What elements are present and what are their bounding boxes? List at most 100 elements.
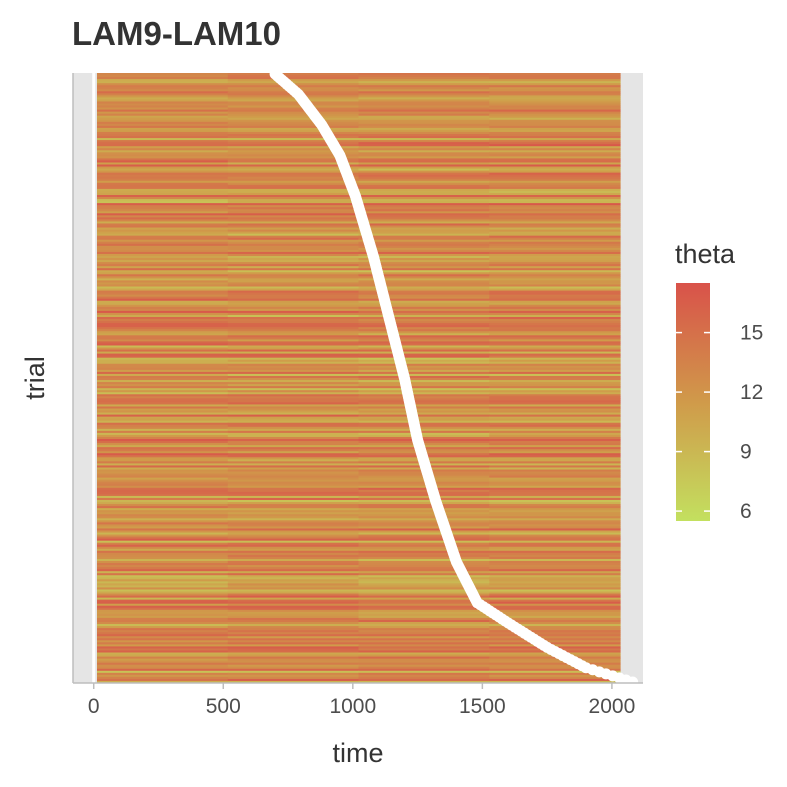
heatmap-tile (358, 664, 490, 668)
heatmap-tile (227, 382, 360, 385)
heatmap-tile (489, 103, 621, 106)
heatmap-tile (97, 504, 229, 507)
heatmap-tile (97, 180, 229, 184)
heatmap-tile (358, 504, 490, 507)
heatmap-tile (227, 131, 360, 135)
heatmap-tiles (97, 73, 621, 683)
heatmap-tile (358, 347, 490, 350)
heatmap-tile (227, 331, 360, 334)
heatmap-tile (227, 256, 360, 259)
heatmap-tile (489, 333, 621, 336)
heatmap-tile (227, 345, 360, 348)
heatmap-tile (358, 77, 490, 80)
heatmap-tile (227, 333, 360, 336)
heatmap-tile (489, 536, 621, 540)
heatmap-tile (489, 201, 621, 204)
heatmap-tile (489, 430, 621, 434)
heatmap-tile (227, 127, 360, 131)
heatmap-tile (227, 201, 360, 204)
heatmap-tile (489, 532, 621, 535)
heatmap-tile (97, 428, 229, 432)
heatmap-tile (227, 504, 360, 507)
heatmap-tile (97, 284, 229, 287)
heatmap-tile (489, 89, 621, 92)
heatmap-tile (358, 550, 490, 554)
heatmap-tile (358, 327, 490, 330)
heatmap-tile (97, 280, 229, 283)
heatmap-tile (227, 251, 360, 255)
heatmap-tile (489, 304, 621, 308)
heatmap-tile (227, 619, 360, 623)
x-tick-label: 2000 (589, 695, 636, 718)
heatmap-tile (358, 394, 490, 397)
heatmap-tile (97, 581, 229, 584)
heatmap-tile (358, 251, 490, 255)
heatmap-tile (227, 414, 360, 418)
heatmap-tile (358, 648, 490, 651)
heatmap-tile (489, 260, 621, 263)
heatmap-tile (489, 105, 621, 108)
heatmap-tile (227, 465, 360, 468)
heatmap-tile (97, 660, 229, 664)
colorbar-ticks: 6 9 12 15 (676, 322, 763, 523)
heatmap-tile (97, 502, 229, 505)
heatmap-tile (227, 312, 360, 316)
heatmap-tile (489, 264, 621, 267)
heatmap-tile (358, 497, 490, 501)
heatmap-tile (227, 396, 360, 399)
heatmap-tile (358, 638, 490, 641)
heatmap-tile (97, 314, 229, 318)
heatmap-tile (227, 457, 360, 460)
heatmap-tile (358, 396, 490, 399)
heatmap-tile (489, 378, 621, 381)
heatmap-tile (489, 558, 621, 562)
heatmap-tile (227, 349, 360, 352)
heatmap-tile (97, 105, 229, 108)
heatmap-tile (97, 552, 229, 556)
y-axis-title: trial (20, 356, 50, 400)
heatmap-tile (358, 365, 490, 369)
heatmap-tile (489, 563, 621, 566)
heatmap-tile (489, 538, 621, 542)
heatmap-tile (97, 188, 229, 192)
heatmap-tile (227, 296, 360, 300)
heatmap-tile (97, 563, 229, 566)
heatmap-tile (227, 607, 360, 611)
heatmap-tile (227, 654, 360, 657)
heatmap-tile (489, 605, 621, 609)
heatmap-tile (227, 337, 360, 340)
heatmap-tile (227, 680, 360, 683)
heatmap-tile (97, 243, 229, 247)
heatmap-tile (227, 245, 360, 249)
heatmap-tile (489, 636, 621, 639)
heatmap-tile (358, 491, 490, 495)
heatmap-tile (489, 77, 621, 80)
heatmap-tile (97, 607, 229, 611)
heatmap-tile (97, 253, 229, 257)
heatmap-tile (227, 237, 360, 241)
heatmap-tile (227, 640, 360, 643)
heatmap-tile (227, 229, 360, 232)
heatmap-tile (489, 613, 621, 617)
heatmap-tile (489, 292, 621, 296)
heatmap-tile (97, 121, 229, 125)
heatmap-tile (97, 406, 229, 409)
heatmap-tile (489, 211, 621, 214)
heatmap-tile (489, 573, 621, 576)
heatmap-tile (358, 487, 490, 491)
heatmap-tile (358, 593, 490, 596)
heatmap-tile (489, 317, 621, 320)
heatmap-tile (227, 239, 360, 243)
heatmap-tile (489, 400, 621, 403)
heatmap-tile (358, 548, 490, 552)
heatmap-tile (227, 516, 360, 519)
heatmap-tile (358, 680, 490, 683)
heatmap-tile (97, 378, 229, 381)
heatmap-tile (97, 221, 229, 224)
heatmap-tile (97, 526, 229, 529)
heatmap-tile (227, 571, 360, 574)
heatmap-tile (227, 158, 360, 161)
heatmap-tile (358, 483, 490, 487)
heatmap-tile (227, 182, 360, 186)
heatmap-tile (358, 258, 490, 261)
